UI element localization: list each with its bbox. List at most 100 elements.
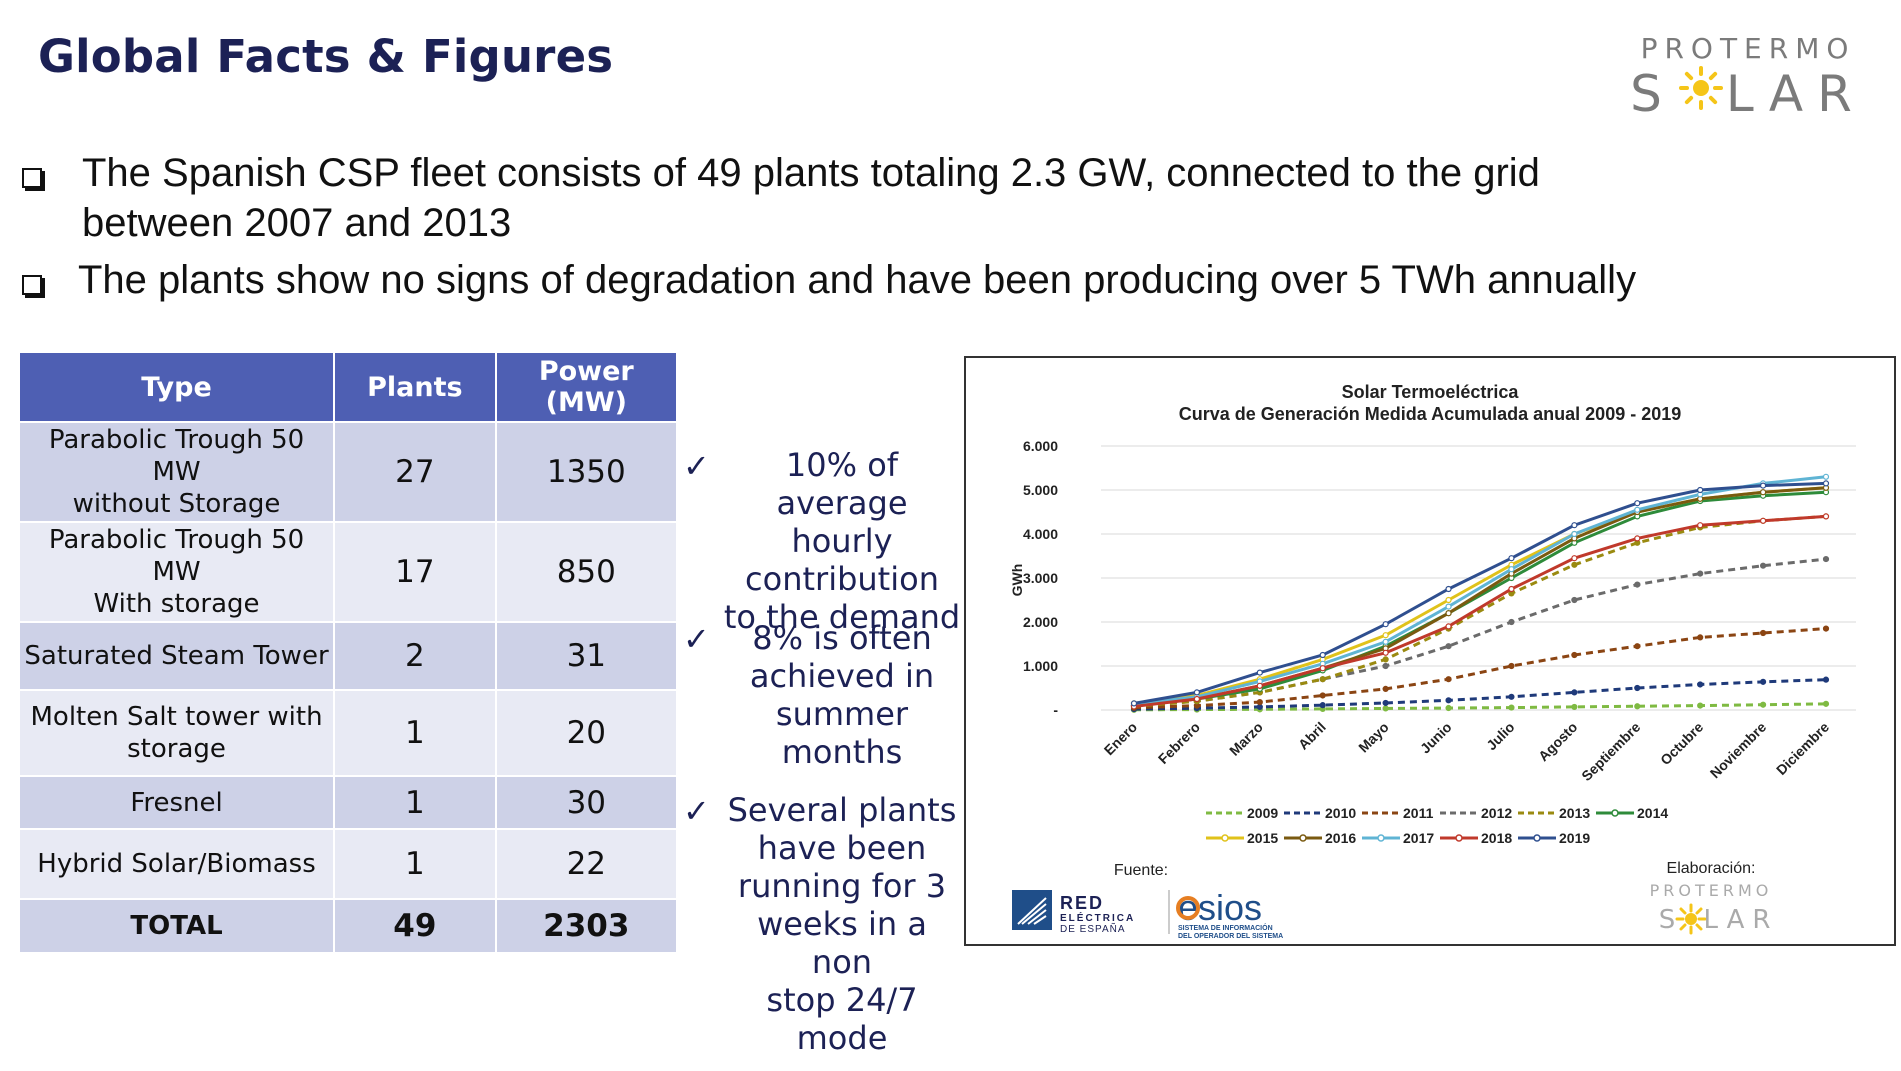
cell-power: 1350 bbox=[494, 421, 679, 523]
note-text: Several plants have been running for 3 week… bbox=[727, 791, 957, 1057]
cell-plants: 1 bbox=[333, 689, 497, 777]
legend-marker bbox=[1299, 834, 1307, 842]
series-point-2009 bbox=[1634, 703, 1641, 710]
series-point-2010 bbox=[1759, 678, 1767, 685]
x-tick-label: Mayo bbox=[1355, 719, 1392, 756]
series-point-2019 bbox=[1508, 555, 1515, 562]
y-tick-label: 6.000 bbox=[1023, 438, 1058, 454]
series-point-2016 bbox=[1759, 489, 1767, 496]
page-title: Global Facts & Figures bbox=[38, 30, 614, 83]
series-point-2019 bbox=[1445, 585, 1452, 593]
x-tick-label: Agosto bbox=[1535, 719, 1580, 764]
legend-label: 2015 bbox=[1247, 830, 1278, 846]
series-point-2018 bbox=[1319, 665, 1326, 672]
x-tick-label: Julio bbox=[1483, 719, 1517, 753]
cell-power: 22 bbox=[494, 828, 679, 900]
series-point-2017 bbox=[1445, 603, 1452, 610]
x-tick-label: Marzo bbox=[1226, 719, 1266, 759]
cell-plants: 27 bbox=[333, 421, 497, 523]
series-point-2019 bbox=[1319, 651, 1326, 659]
legend-label: 2018 bbox=[1481, 830, 1512, 846]
series-line-2010 bbox=[1133, 678, 1827, 711]
note-text: 8% is often achieved in summer months bbox=[749, 619, 935, 771]
table-total-row: TOTAL 49 2303 bbox=[17, 898, 679, 954]
bullet-text: The Spanish CSP fleet consists of 49 pla… bbox=[82, 148, 1540, 248]
series-point-2019 bbox=[1382, 621, 1389, 628]
cell-type: Saturated Steam Tower bbox=[17, 621, 336, 691]
series-point-2017 bbox=[1382, 638, 1389, 645]
series-line-2012 bbox=[1133, 557, 1827, 708]
elab-logo-line1: PROTERMO bbox=[1650, 881, 1773, 900]
checkmark-icon: ✓ bbox=[683, 447, 710, 485]
red-electrica-logo: RED ELÉCTRICA DE ESPAÑA bbox=[1012, 890, 1133, 935]
red-electrica-text: DE ESPAÑA bbox=[1060, 922, 1126, 935]
series-point-2012 bbox=[1634, 581, 1641, 588]
square-bullet-icon bbox=[22, 275, 42, 295]
bullet-line: between 2007 and 2013 bbox=[82, 201, 512, 245]
cell-plants: 2 bbox=[333, 621, 497, 691]
esios-subtext: DEL OPERADOR DEL SISTEMA bbox=[1178, 933, 1283, 940]
y-tick-label: 3.000 bbox=[1023, 570, 1058, 586]
table-row: Fresnel 1 30 bbox=[17, 775, 679, 830]
series-point-2012 bbox=[1697, 570, 1704, 577]
esios-logo: esios SISTEMA DE INFORMACIÓN DEL OPERADO… bbox=[1176, 887, 1283, 940]
cell-total-power: 2303 bbox=[494, 898, 679, 954]
series-point-2018 bbox=[1571, 555, 1578, 562]
bullet-item: The plants show no signs of degradation … bbox=[22, 255, 1636, 305]
x-tick-label: Enero bbox=[1101, 719, 1140, 758]
series-point-2018 bbox=[1256, 682, 1263, 689]
x-tick-label: Febrero bbox=[1155, 719, 1203, 767]
y-axis-label: GWh bbox=[1009, 564, 1025, 597]
series-point-2015 bbox=[1382, 632, 1389, 639]
series-point-2019 bbox=[1759, 482, 1767, 489]
series-point-2011 bbox=[1256, 698, 1263, 706]
bullet-line: The plants show no signs of degradation … bbox=[78, 258, 1637, 302]
cell-power: 31 bbox=[494, 621, 679, 691]
series-line-2009 bbox=[1133, 702, 1827, 712]
column-header-power: Power (MW) bbox=[494, 351, 679, 423]
series-line-2014 bbox=[1133, 490, 1827, 708]
series-point-2017 bbox=[1634, 506, 1641, 513]
legend-label: 2014 bbox=[1637, 805, 1668, 821]
series-point-2011 bbox=[1508, 662, 1515, 670]
series-point-2010 bbox=[1571, 689, 1578, 696]
cell-type: Parabolic Trough 50 MW without Storage bbox=[17, 421, 336, 523]
legend-marker bbox=[1611, 809, 1619, 817]
column-header-type: Type bbox=[17, 351, 336, 423]
legend-marker bbox=[1377, 834, 1385, 842]
x-tick-label: Septiembre bbox=[1578, 719, 1643, 784]
series-point-2011 bbox=[1822, 625, 1830, 632]
series-point-2012 bbox=[1508, 618, 1515, 626]
legend-label: 2019 bbox=[1559, 830, 1590, 846]
series-point-2019 bbox=[1697, 486, 1704, 494]
legend-marker bbox=[1455, 834, 1463, 842]
table-row: Molten Salt tower with storage 1 20 bbox=[17, 689, 679, 777]
bullet-item: The Spanish CSP fleet consists of 49 pla… bbox=[22, 148, 1540, 248]
generation-chart: Solar Termoeléctrica Curva de Generación… bbox=[1009, 382, 1856, 940]
series-line-2017 bbox=[1133, 475, 1827, 706]
sun-icon bbox=[1675, 903, 1707, 935]
elab-logo-s: S bbox=[1659, 905, 1676, 935]
series-point-2011 bbox=[1634, 643, 1641, 650]
table-header-row: Type Plants Power (MW) bbox=[17, 351, 679, 423]
y-tick-label: 5.000 bbox=[1023, 482, 1058, 498]
series-point-2010 bbox=[1697, 681, 1704, 688]
elaboration-label: Elaboración: bbox=[1667, 860, 1756, 877]
series-point-2009 bbox=[1759, 701, 1767, 708]
table-row: Saturated Steam Tower 2 31 bbox=[17, 621, 679, 691]
legend-label: 2016 bbox=[1325, 830, 1356, 846]
sun-icon bbox=[1676, 63, 1726, 125]
series-point-2009 bbox=[1382, 705, 1389, 712]
legend-marker bbox=[1533, 834, 1541, 842]
logo-letter-s: S bbox=[1630, 65, 1676, 123]
series-point-2011 bbox=[1697, 634, 1704, 641]
series-point-2016 bbox=[1445, 610, 1452, 617]
legend-marker bbox=[1221, 834, 1229, 842]
series-point-2010 bbox=[1445, 697, 1452, 704]
red-electrica-text: RED bbox=[1060, 893, 1104, 913]
cell-plants: 1 bbox=[333, 775, 497, 830]
series-point-2012 bbox=[1445, 643, 1452, 650]
checkmark-icon: ✓ bbox=[683, 792, 710, 830]
y-tick-label: 2.000 bbox=[1023, 614, 1058, 630]
series-point-2009 bbox=[1822, 700, 1830, 707]
